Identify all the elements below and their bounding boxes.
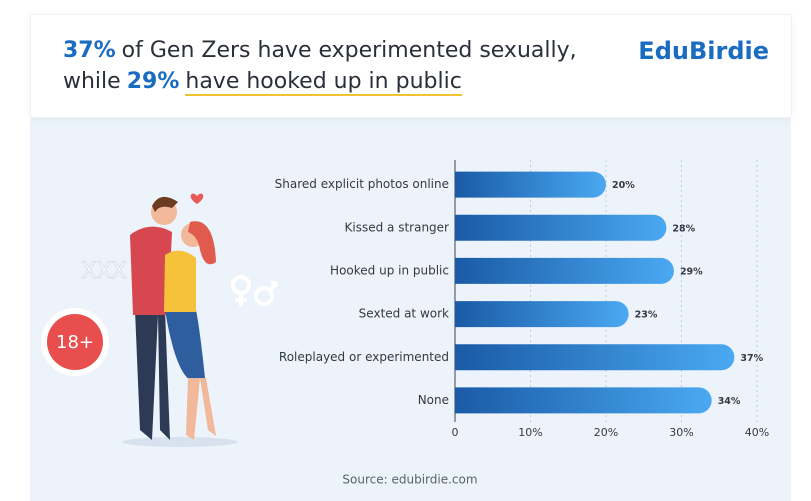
- gender-symbols: [231, 275, 279, 306]
- value-label: 29%: [680, 266, 703, 277]
- shadow: [122, 437, 238, 447]
- woman-legs: [186, 378, 216, 440]
- woman-top: [164, 250, 196, 312]
- title-highlight: 37%: [63, 38, 116, 63]
- y-tick-label: Sexted at work: [359, 307, 449, 321]
- source: Source: edubirdie.com: [342, 473, 477, 487]
- bar: [455, 257, 674, 284]
- bar: [455, 214, 667, 241]
- x-tick-label: 30%: [669, 426, 693, 439]
- y-tick-label: Kissed a stranger: [345, 220, 450, 234]
- value-label: 23%: [635, 310, 658, 321]
- x-tick-label: 40%: [745, 426, 769, 439]
- x-tick-label: 20%: [594, 426, 618, 439]
- y-tick-label: Shared explicit photos online: [275, 177, 449, 191]
- title-text: of Gen Zers have experimented sexually,: [121, 38, 577, 63]
- title-highlight: 29%: [126, 69, 180, 94]
- heart: [190, 193, 204, 204]
- bar: [455, 344, 735, 371]
- x-tick-label: 0: [452, 426, 459, 439]
- bar: [455, 301, 629, 328]
- value-label: 34%: [718, 396, 741, 407]
- value-label: 28%: [672, 223, 695, 234]
- chart-title: 37% of Gen Zers have experimented sexuall…: [63, 35, 583, 97]
- brand-logo: EduBirdie: [638, 37, 769, 65]
- badge-text: 18+: [56, 332, 94, 353]
- man-legs: [135, 310, 170, 440]
- badge: [47, 314, 103, 370]
- decoration-text: XXX: [81, 259, 126, 284]
- bar: [455, 171, 606, 198]
- man-shirt: [130, 226, 172, 315]
- value-label: 37%: [740, 353, 763, 364]
- woman-hair: [188, 221, 216, 265]
- title-underlined: have hooked up in public: [185, 69, 462, 96]
- y-tick-label: Roleplayed or experimented: [279, 350, 449, 364]
- y-tick-label: Hooked up in public: [330, 263, 449, 277]
- y-tick-label: None: [418, 393, 449, 407]
- illustration: XXX 18+: [41, 193, 279, 447]
- value-label: 20%: [612, 180, 635, 191]
- x-tick-label: 10%: [518, 426, 542, 439]
- man-hair: [152, 196, 178, 212]
- bar: [455, 387, 712, 414]
- header-card: 37% of Gen Zers have experimented sexuall…: [30, 14, 792, 118]
- title-text: while: [63, 69, 121, 94]
- woman-skirt: [165, 310, 205, 380]
